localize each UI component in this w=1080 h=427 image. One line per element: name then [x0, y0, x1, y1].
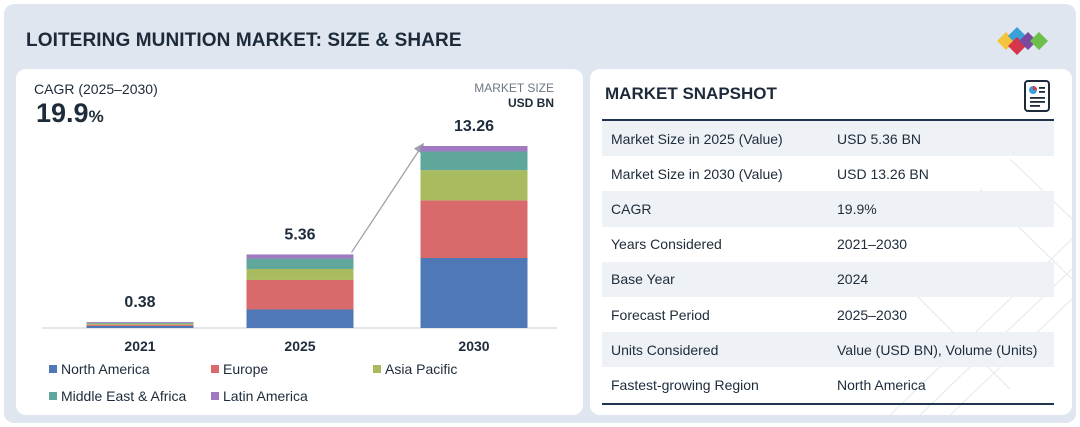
cagr-label: CAGR (2025–2030) [34, 81, 158, 97]
legend-item-north-america: North America [49, 361, 150, 377]
row-label: Market Size in 2030 (Value) [611, 165, 783, 182]
cagr-percent-sign: % [88, 107, 104, 126]
legend-item-middle-east-africa: Middle East & Africa [49, 388, 186, 404]
table-row: Years Considered 2021–2030 [602, 227, 1054, 262]
cagr-value: 19.9% [36, 98, 104, 129]
chart-legend: North America Europe Asia Pacific Middle… [49, 361, 569, 411]
row-value: 2025–2030 [837, 306, 908, 323]
legend-item-europe: Europe [211, 361, 268, 377]
bar-segment-north-america-2021 [86, 325, 194, 328]
row-value: North America [837, 376, 926, 393]
legend-label: Middle East & Africa [61, 388, 187, 404]
bar-segment-latin-america-2021 [86, 322, 194, 323]
legend-item-asia-pacific: Asia Pacific [373, 361, 457, 377]
bar-segment-north-america-2025 [246, 309, 354, 328]
chart-labels: 0.38 2021 5.36 2025 13.26 2030 [124, 118, 494, 354]
bar-segment-middle-east-africa-2021 [86, 322, 194, 324]
bar-segment-asia-pacific-2030 [420, 170, 528, 201]
bar-segment-asia-pacific-2025 [246, 268, 354, 280]
legend-swatch-middle-east-africa [49, 392, 57, 400]
legend-swatch-europe [211, 365, 219, 373]
bar-segment-europe-2030 [420, 200, 528, 258]
bar-segment-europe-2025 [246, 279, 354, 310]
row-label: Market Size in 2025 (Value) [611, 130, 783, 147]
market-snapshot-card: MARKET SNAPSHOT Market Size in 2025 (Val… [590, 69, 1072, 415]
row-label: Years Considered [611, 236, 722, 253]
stacked-bar-chart: 0.38 2021 5.36 2025 13.26 2030 [42, 118, 557, 354]
x-tick-label-2025: 2025 [284, 338, 315, 354]
bar-segment-north-america-2030 [420, 258, 528, 328]
legend-label: Europe [223, 361, 269, 377]
infographic-frame: LOITERING MUNITION MARKET: SIZE & SHARE … [4, 4, 1076, 423]
total-label-2025: 5.36 [284, 226, 315, 243]
page-title: LOITERING MUNITION MARKET: SIZE & SHARE [26, 30, 462, 51]
bar-segment-latin-america-2025 [246, 254, 354, 259]
market-size-unit: USD BN [507, 96, 554, 110]
growth-arrow [350, 142, 424, 253]
table-row: CAGR 19.9% [602, 191, 1054, 227]
market-size-label: MARKET SIZE [474, 81, 554, 95]
bar-segment-middle-east-africa-2030 [420, 151, 528, 171]
brand-logo-icon [997, 27, 1048, 55]
legend-label: Asia Pacific [385, 361, 458, 377]
row-label: Base Year [611, 271, 675, 288]
row-value: USD 5.36 BN [837, 130, 922, 147]
row-value: USD 13.26 BN [837, 165, 929, 182]
legend-swatch-latin-america [211, 392, 219, 400]
market-size-chart-card: CAGR (2025–2030) 19.9% MARKET SIZE USD B… [16, 69, 583, 415]
table-row: Market Size in 2030 (Value) USD 13.26 BN [602, 156, 1054, 191]
table-row: Units Considered Value (USD BN), Volume (… [602, 332, 1054, 368]
x-tick-label-2021: 2021 [124, 338, 155, 354]
row-label: Fastest-growing Region [611, 376, 759, 393]
x-tick-label-2030: 2030 [458, 338, 489, 354]
cagr-number: 19.9 [36, 98, 89, 128]
bar-segment-europe-2021 [86, 324, 194, 326]
chart-bars [86, 146, 528, 328]
snapshot-top-rule [602, 119, 1054, 121]
total-label-2021: 0.38 [124, 294, 155, 311]
snapshot-table: Market Size in 2025 (Value) USD 5.36 BN M… [602, 121, 1054, 403]
legend-label: North America [61, 361, 150, 377]
bar-segment-middle-east-africa-2025 [246, 258, 354, 269]
table-row: Market Size in 2025 (Value) USD 5.36 BN [602, 121, 1054, 157]
table-row: Fastest-growing Region North America [602, 367, 1054, 402]
row-label: Units Considered [611, 341, 719, 358]
report-icon [1024, 80, 1050, 112]
row-label: Forecast Period [611, 306, 710, 323]
bar-segment-latin-america-2030 [420, 146, 528, 152]
row-value: 2021–2030 [837, 236, 908, 253]
row-label: CAGR [611, 200, 652, 217]
table-row: Forecast Period 2025–2030 [602, 297, 1054, 332]
legend-swatch-asia-pacific [373, 365, 381, 373]
row-value: 19.9% [837, 200, 877, 217]
total-label-2030: 13.26 [454, 118, 494, 135]
row-value: Value (USD BN), Volume (Units) [837, 341, 1038, 358]
snapshot-title: MARKET SNAPSHOT [605, 84, 777, 103]
bar-segment-asia-pacific-2021 [86, 323, 194, 325]
legend-label: Latin America [223, 388, 308, 404]
legend-item-latin-america: Latin America [211, 388, 308, 404]
row-value: 2024 [837, 271, 869, 288]
table-row: Base Year 2024 [602, 261, 1054, 297]
snapshot-bottom-rule [602, 403, 1054, 405]
legend-swatch-north-america [49, 365, 57, 373]
